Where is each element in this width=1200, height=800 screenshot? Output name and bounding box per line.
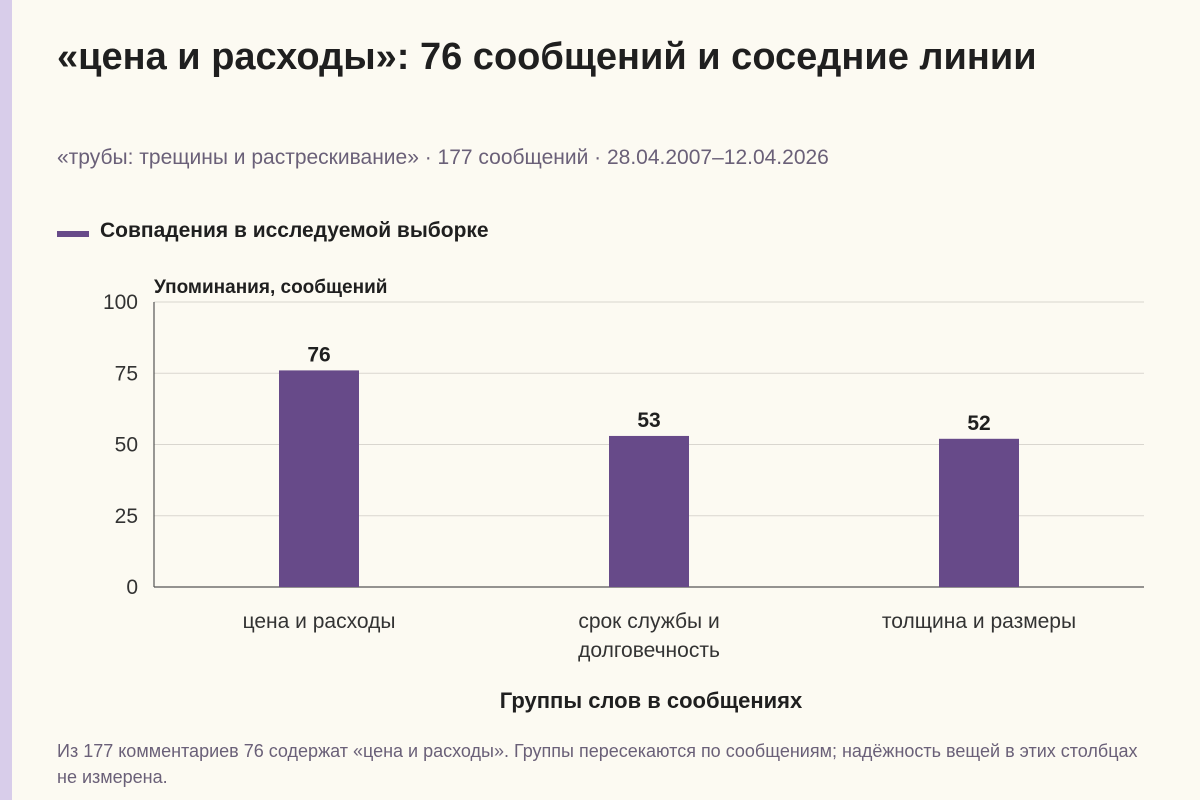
data-label: 53 [637,409,660,432]
y-tick-label: 75 [115,362,138,385]
accent-strip [0,0,12,800]
x-tick-label: толщина и размеры [882,610,1076,633]
y-tick-label: 100 [103,291,138,314]
data-label: 76 [307,343,330,366]
y-tick-label: 50 [115,434,138,457]
bar-chart: 0 25 50 75 100 Упоминания, сообщений 76 цена и… [103,277,1144,713]
legend: Совпадения в исследуемой выборке [57,219,489,243]
legend-swatch [57,231,89,237]
y-tick-label: 25 [115,505,138,528]
bar [939,438,1019,587]
x-tick-label: долговечность [578,639,720,662]
y-axis-label: Упоминания, сообщений [154,277,387,298]
y-tick-label: 0 [126,576,138,599]
bar [279,370,359,587]
x-tick-label: цена и расходы [243,610,396,633]
x-tick-label: срок службы и [578,610,719,633]
footnote: Из 177 комментариев 76 содержат «цена и … [57,741,1138,787]
chart-subtitle: «трубы: трещины и растрескивание» · 177 … [57,146,829,169]
chart-title: «цена и расходы»: 76 сообщений и соседни… [57,36,1037,78]
legend-label: Совпадения в исследуемой выборке [100,219,489,242]
data-label: 52 [967,412,990,435]
bar [609,435,689,587]
x-axis-label: Группы слов в сообщениях [500,688,803,713]
